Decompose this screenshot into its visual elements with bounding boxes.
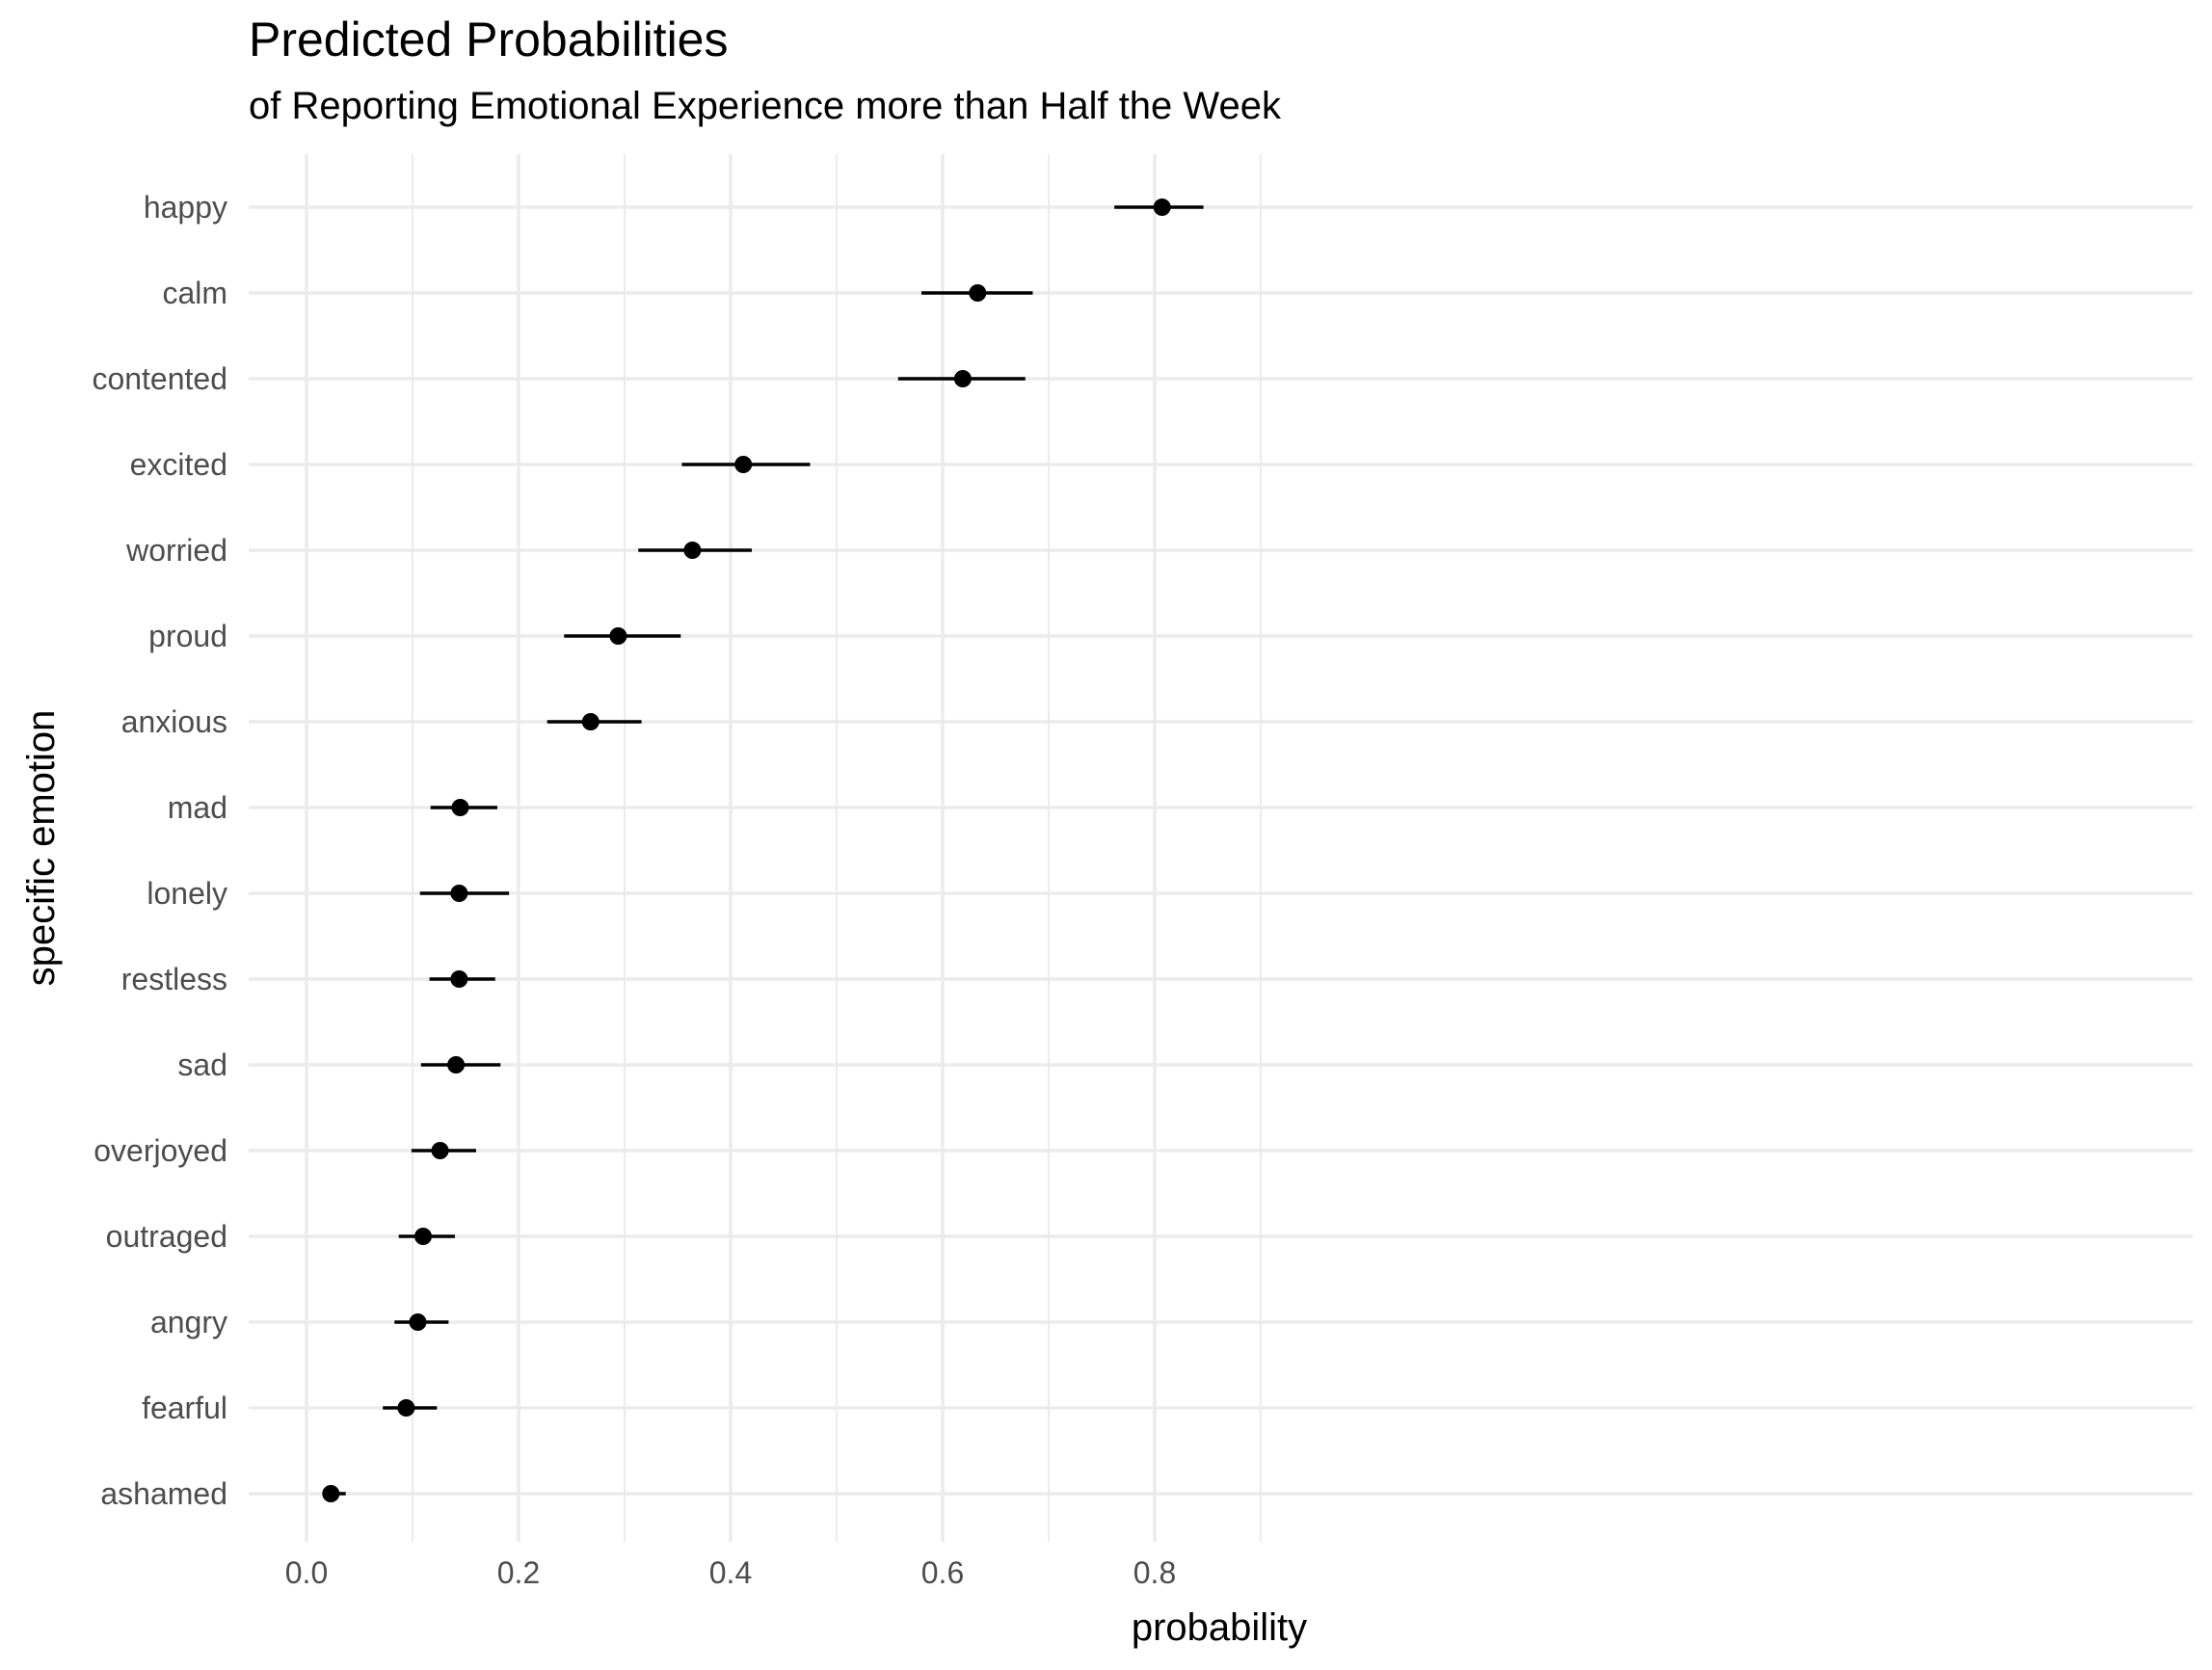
point-happy [1153,199,1171,216]
point-mad [451,799,469,816]
y-tick-label: calm [162,276,227,310]
chart-title: Predicted Probabilities [249,13,729,66]
x-tick-label: 0.8 [1133,1555,1176,1590]
y-tick-label: anxious [121,704,227,739]
point-fearful [397,1399,415,1417]
y-tick-label: mad [168,790,227,825]
y-tick-label: sad [177,1047,227,1082]
y-tick-label: fearful [142,1391,227,1425]
y-tick-label: excited [130,447,227,482]
x-tick-label: 0.0 [285,1555,328,1590]
y-tick-label: contented [92,361,227,396]
point-anxious [581,713,600,730]
x-tick-label: 0.2 [497,1555,540,1590]
point-ashamed [322,1485,340,1502]
x-tick-labels: 0.0 0.2 0.4 0.6 0.8 [285,1555,1176,1590]
point-outraged [414,1228,432,1245]
x-axis-title: probability [1132,1606,1307,1649]
point-angry [409,1313,427,1331]
y-tick-label: lonely [147,876,227,911]
y-tick-label: ashamed [100,1476,227,1511]
grid-layer [249,154,2193,1542]
point-contented [953,370,972,387]
point-sad [447,1056,466,1074]
y-tick-label: overjoyed [93,1133,227,1168]
x-tick-label: 0.4 [709,1555,752,1590]
point-lonely [450,885,468,902]
x-tick-label: 0.6 [921,1555,964,1590]
y-tick-label: worried [125,533,227,568]
y-tick-label: proud [148,619,227,653]
point-restless [450,970,468,988]
y-axis-title: specific emotion [20,710,63,987]
point-layer [322,199,1171,1502]
y-tick-label: outraged [106,1219,227,1254]
point-excited [734,456,753,473]
chart-subtitle: of Reporting Emotional Experience more t… [249,85,1281,127]
y-tick-label: restless [121,962,227,996]
point-calm [969,284,987,302]
interval-layer [322,205,1204,1496]
y-tick-labels: happy calm contented excited worried proud anx… [92,190,227,1511]
point-overjoyed [431,1142,449,1159]
point-proud [609,627,627,645]
y-tick-label: angry [150,1305,227,1339]
y-tick-label: happy [144,190,227,225]
point-worried [683,542,702,559]
